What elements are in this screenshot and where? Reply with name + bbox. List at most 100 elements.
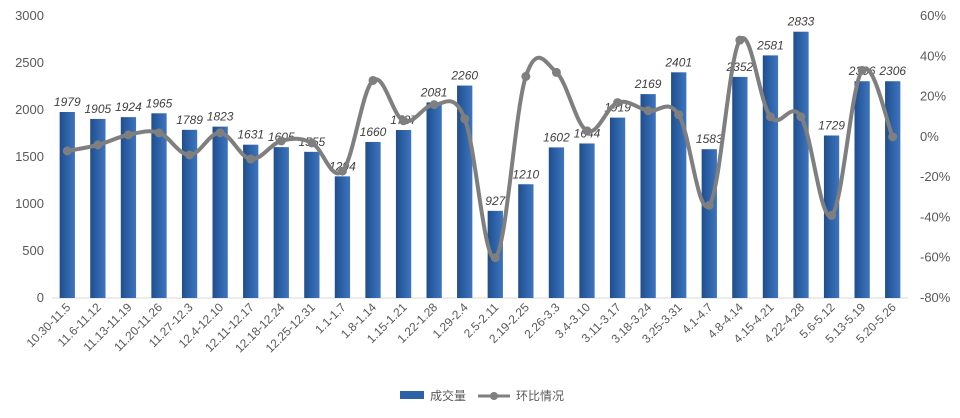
- bar-data-label: 1660: [360, 125, 387, 139]
- bar: [59, 111, 75, 298]
- right-axis-tick-label: -60%: [920, 250, 951, 265]
- bar: [579, 143, 595, 298]
- bar-data-label: 1924: [115, 100, 142, 114]
- line-point: [796, 112, 806, 122]
- bar-data-label: 1294: [329, 159, 356, 173]
- line-point: [123, 130, 133, 140]
- bar-data-label: 927: [485, 194, 506, 208]
- bar-data-label: 1979: [54, 95, 81, 109]
- line-point: [735, 35, 745, 45]
- line-point: [154, 128, 164, 138]
- bar-data-label: 1789: [176, 113, 203, 127]
- bar-data-label: 1823: [207, 110, 234, 124]
- bar: [609, 117, 626, 298]
- bar: [701, 149, 717, 298]
- bar: [181, 129, 198, 298]
- right-axis-tick-label: -20%: [920, 169, 951, 184]
- bar-data-label: 1583: [696, 132, 723, 146]
- right-axis-ticks: -80% -60% -40% -20% 0% 20% 40% 60%: [920, 8, 951, 305]
- line-point: [246, 154, 256, 164]
- bar: [334, 176, 351, 298]
- bar: [151, 113, 167, 298]
- line-point: [307, 138, 317, 148]
- bar-data-labels: 1979190519241965178918231631160515551294…: [54, 15, 906, 208]
- bar: [518, 184, 534, 298]
- line-point: [643, 106, 653, 116]
- bar: [365, 141, 381, 298]
- bar: [762, 55, 779, 298]
- right-axis-tick-label: 20%: [920, 89, 946, 104]
- line-point: [888, 132, 898, 142]
- left-axis-tick-label: 1500: [15, 149, 44, 164]
- bar: [671, 72, 687, 298]
- bar-data-label: 2581: [756, 38, 784, 52]
- bar-data-label: 1965: [146, 96, 173, 110]
- left-axis-tick-label: 0: [37, 290, 44, 305]
- bar-series: [59, 31, 901, 299]
- legend: 成交量 环比情况: [400, 388, 564, 403]
- bar-data-label: 1602: [543, 130, 570, 144]
- bar: [120, 117, 137, 298]
- bar: [212, 126, 228, 298]
- line-point: [551, 67, 561, 77]
- line-point: [521, 71, 531, 81]
- right-axis-tick-label: -80%: [920, 290, 951, 305]
- right-axis-tick-label: 0%: [920, 129, 939, 144]
- line-point: [337, 166, 347, 176]
- bar-data-label: 2081: [420, 85, 448, 99]
- line-point: [827, 210, 837, 220]
- bar-data-label: 1729: [818, 118, 845, 132]
- bar: [273, 147, 289, 298]
- line-point: [399, 116, 409, 126]
- bar-data-label: 1905: [85, 102, 112, 116]
- line-point: [857, 65, 867, 75]
- bar-data-label: 2169: [634, 77, 662, 91]
- right-axis-tick-label: 40%: [920, 48, 946, 63]
- line-point: [674, 110, 684, 120]
- line-point: [215, 128, 225, 138]
- legend-line-marker: [490, 392, 498, 400]
- bar-data-label: 1210: [513, 167, 540, 181]
- bar: [304, 151, 320, 298]
- bar-data-label: 2833: [787, 15, 815, 29]
- x-axis-ticks: 10.30-11.511.6-11.1211.13-11.1911.20-11.…: [24, 300, 900, 355]
- bar: [732, 76, 748, 298]
- bar: [548, 147, 565, 298]
- bar-data-label: 2352: [726, 60, 754, 74]
- legend-bar-label: 成交量: [430, 388, 466, 403]
- legend-line-label: 环比情况: [516, 389, 564, 403]
- bar: [854, 81, 870, 299]
- bar-data-label: 2260: [450, 69, 478, 83]
- line-point: [429, 100, 439, 110]
- line-point: [582, 126, 592, 136]
- left-axis-tick-label: 1000: [15, 196, 44, 211]
- line-point: [613, 98, 623, 108]
- left-axis-tick-label: 2500: [15, 55, 44, 70]
- line-point: [460, 114, 470, 124]
- bar-data-label: 1631: [237, 128, 264, 142]
- bar: [793, 31, 809, 299]
- line-point: [93, 140, 103, 150]
- left-axis-tick-label: 3000: [15, 8, 44, 23]
- left-axis-tick-label: 2000: [15, 102, 44, 117]
- right-axis-tick-label: 60%: [920, 8, 946, 23]
- line-point: [704, 200, 714, 210]
- line-point: [276, 136, 286, 146]
- line-point: [185, 150, 195, 160]
- bar: [243, 144, 259, 298]
- line-point: [62, 146, 72, 156]
- left-axis-ticks: 0 500 1000 1500 2000 2500 3000: [15, 8, 44, 305]
- legend-bar-swatch: [400, 391, 424, 399]
- bar: [395, 130, 412, 298]
- line-point: [368, 75, 378, 85]
- bar: [90, 118, 106, 299]
- line-point: [765, 112, 775, 122]
- right-axis-tick-label: -40%: [920, 209, 951, 224]
- bar-data-label: 2306: [878, 64, 906, 78]
- line-series: [62, 35, 898, 263]
- bar: [426, 102, 442, 298]
- line-point: [490, 253, 500, 263]
- bar-data-label: 2401: [664, 55, 692, 69]
